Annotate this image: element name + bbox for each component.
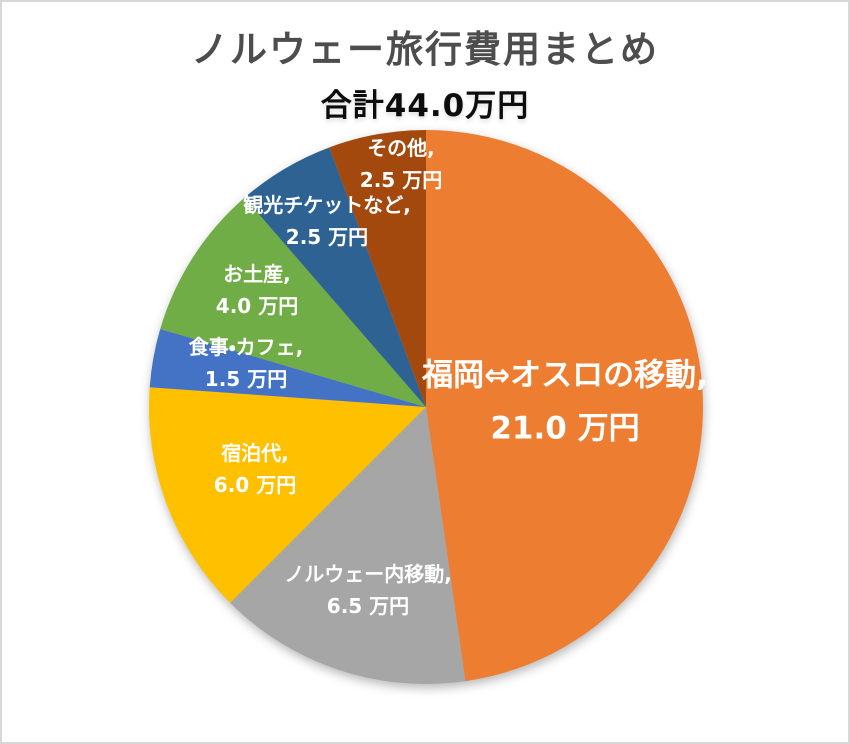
pie-slice-meals-cafe xyxy=(149,328,426,407)
chart-total-subtitle: 合計44.0万円 xyxy=(320,88,530,124)
chart-title: ノルウェー旅行費用まとめ xyxy=(191,28,659,71)
pie-slice-souvenirs xyxy=(160,197,426,407)
pie-slice-norway-domestic-travel xyxy=(230,407,466,684)
pie-slice-fukuoka-oslo-travel xyxy=(426,130,703,682)
pie-slice-others xyxy=(329,130,426,407)
pie-slice-lodging xyxy=(149,387,426,603)
pie-slice-sightseeing-tickets xyxy=(244,147,426,407)
